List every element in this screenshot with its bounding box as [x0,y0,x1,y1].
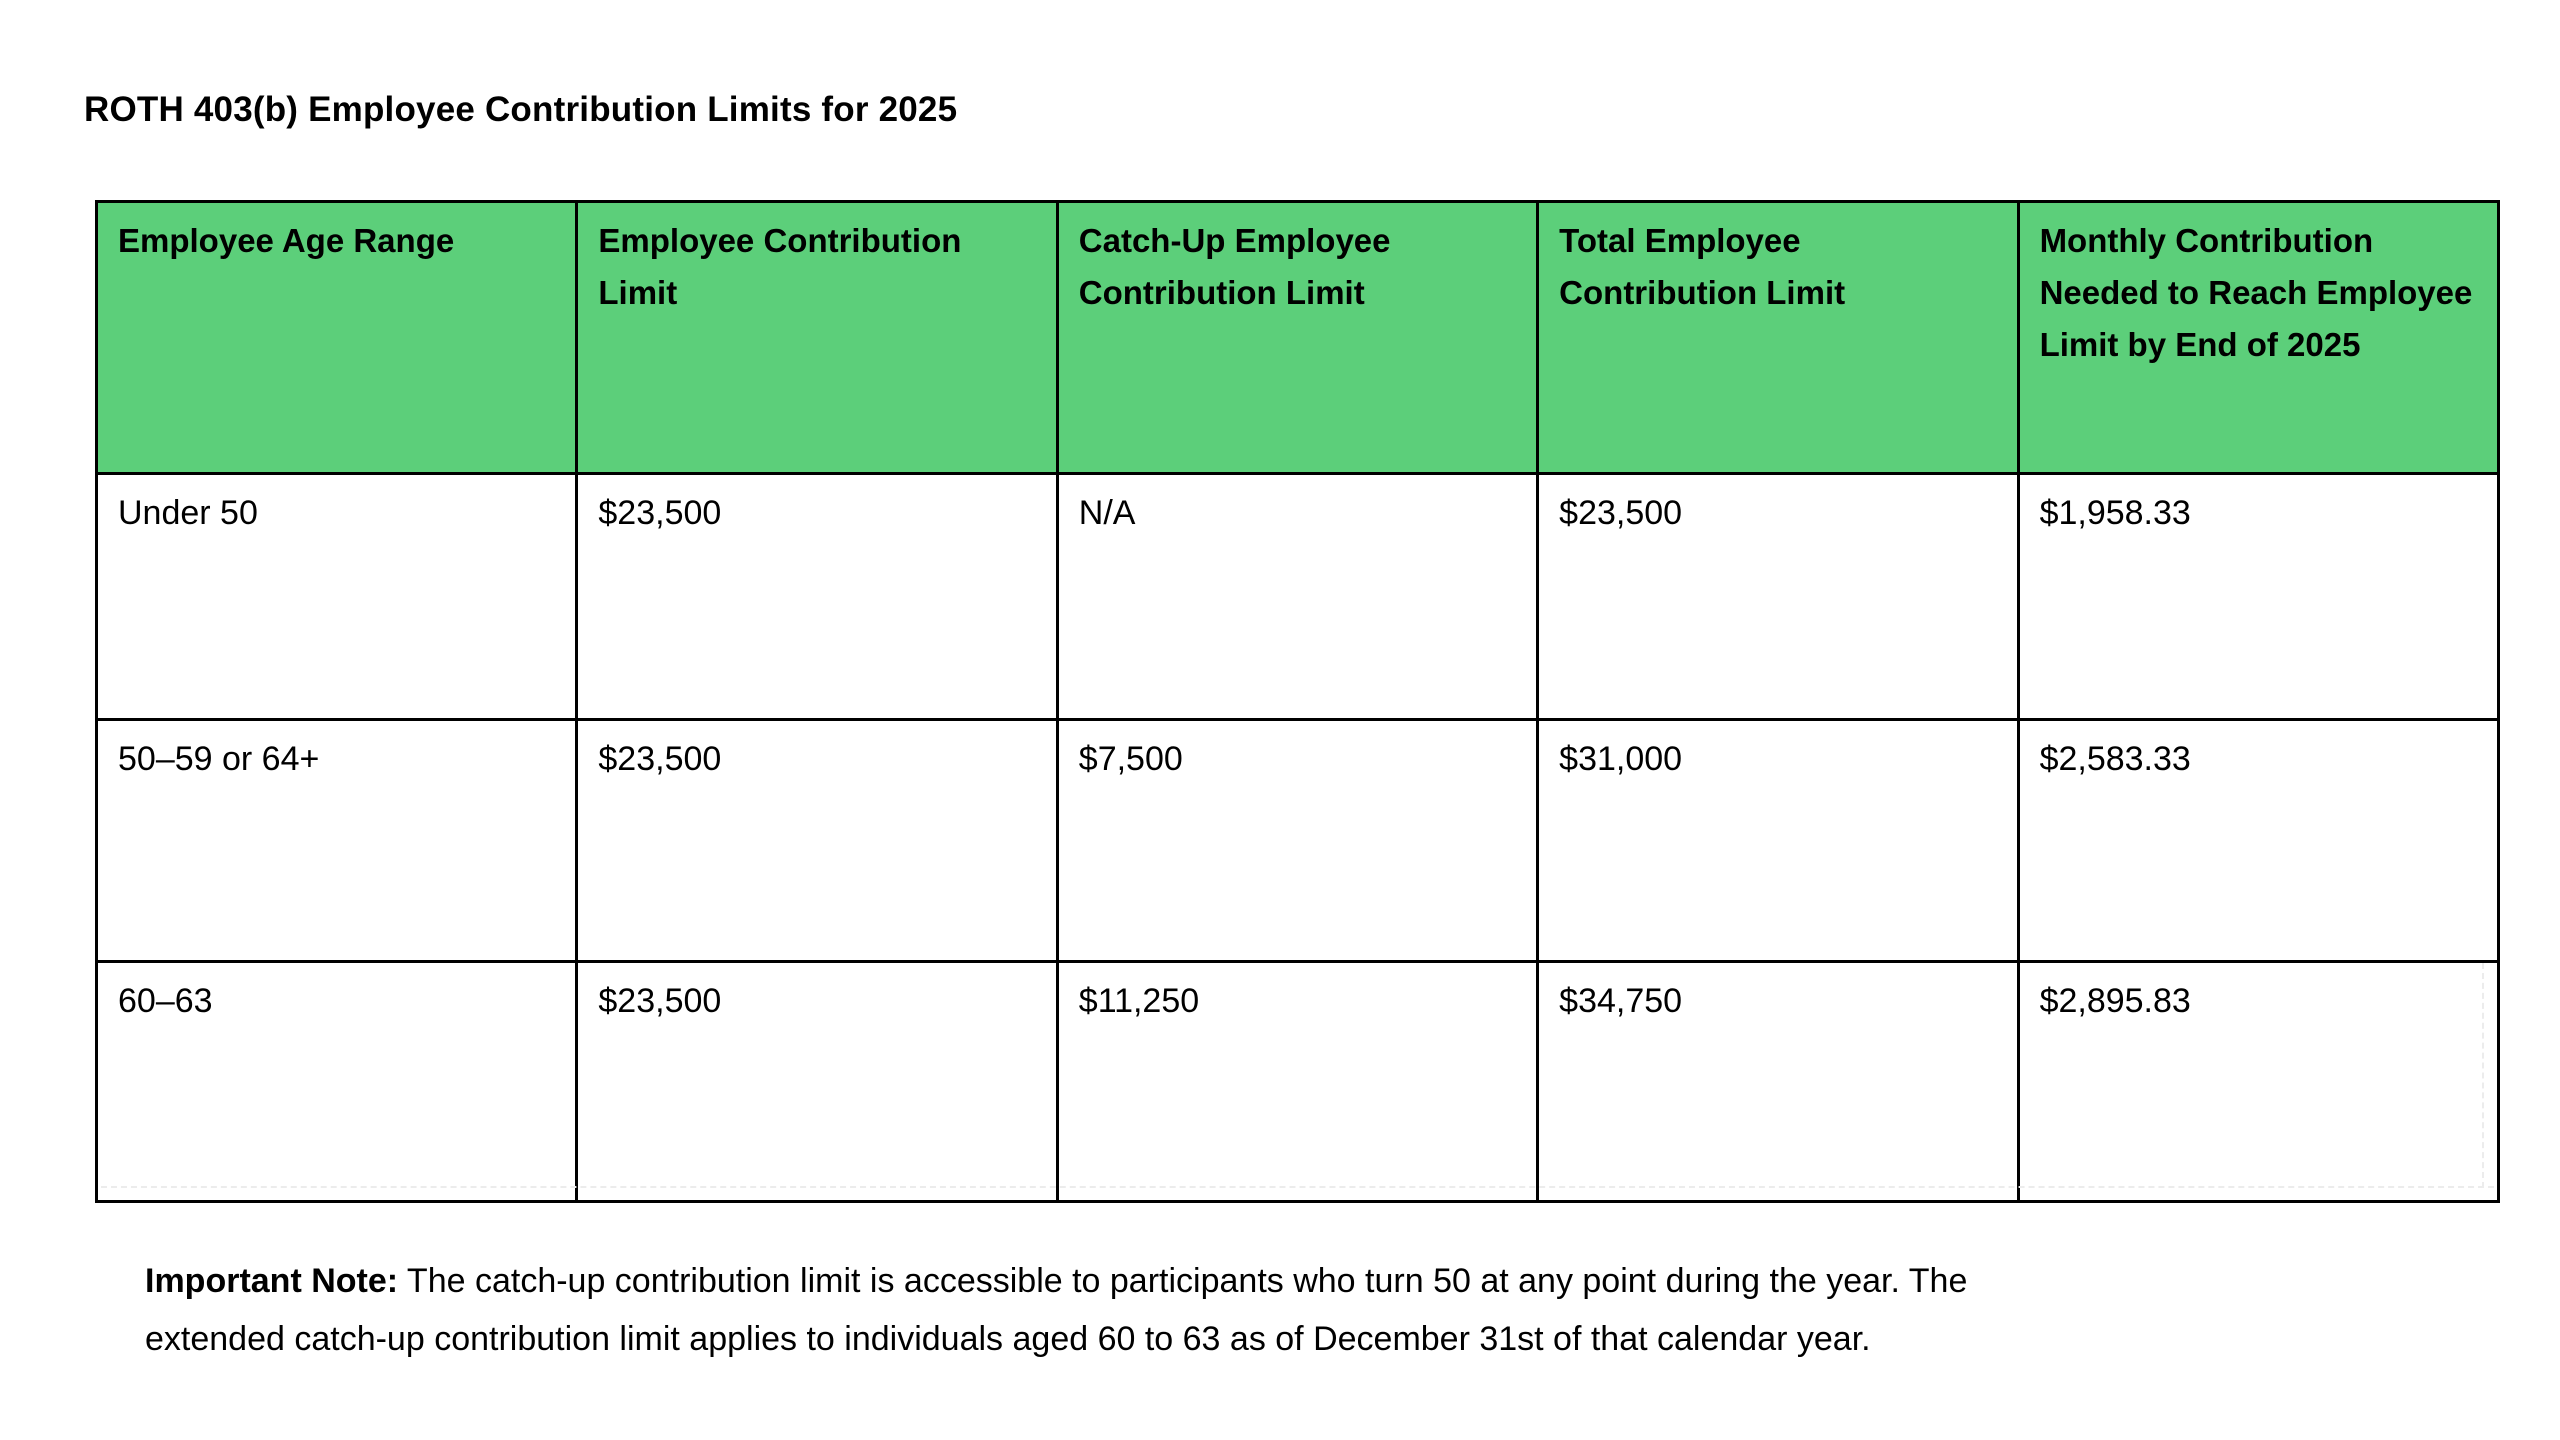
cell-catch-up-limit: $7,500 [1055,718,1540,963]
important-note-text-line1: The catch-up contribution limit is acces… [398,1262,1968,1300]
table-row-60-63: 60–63 $23,500 $11,250 $34,750 $2,895.83 [94,960,2501,1203]
cell-catch-up-limit: $11,250 [1055,960,1540,1203]
cell-monthly-contribution: $1,958.33 [2016,472,2501,721]
cell-monthly-contribution: $2,895.83 [2016,960,2501,1203]
important-note-text-line2: extended catch-up contribution limit app… [145,1320,1871,1358]
cell-employee-limit: $23,500 [575,472,1059,721]
cell-age-range: 50–59 or 64+ [94,718,579,963]
table-header-row: Employee Age Range Employee Contribution… [94,200,2501,475]
column-header-employee-contribution-limit: Employee Contribution Limit [575,200,1059,475]
cell-employee-limit: $23,500 [575,718,1059,963]
page-title: ROTH 403(b) Employee Contribution Limits… [84,90,958,129]
cell-total-limit: $31,000 [1536,718,2020,963]
column-header-employee-age-range: Employee Age Range [94,200,579,475]
contribution-limits-table: Employee Age Range Employee Contribution… [94,200,2501,1203]
cell-total-limit: $23,500 [1536,472,2020,721]
column-header-catch-up-contribution-limit: Catch-Up Employee Contribution Limit [1055,200,1540,475]
important-note: Important Note: The catch-up contributio… [145,1252,2480,1368]
important-note-label: Important Note: [145,1262,399,1300]
cell-catch-up-limit: N/A [1055,472,1540,721]
column-header-monthly-contribution-needed: Monthly Contribution Needed to Reach Emp… [2016,200,2501,475]
column-header-total-contribution-limit: Total Employee Contribution Limit [1536,200,2020,475]
cell-age-range: 60–63 [94,960,579,1203]
table-row-50-59-or-64plus: 50–59 or 64+ $23,500 $7,500 $31,000 $2,5… [94,718,2501,963]
cell-monthly-contribution: $2,583.33 [2016,718,2501,963]
cell-employee-limit: $23,500 [575,960,1059,1203]
table-row-under-50: Under 50 $23,500 N/A $23,500 $1,958.33 [94,472,2501,721]
cell-age-range: Under 50 [94,472,579,721]
cell-total-limit: $34,750 [1536,960,2020,1203]
